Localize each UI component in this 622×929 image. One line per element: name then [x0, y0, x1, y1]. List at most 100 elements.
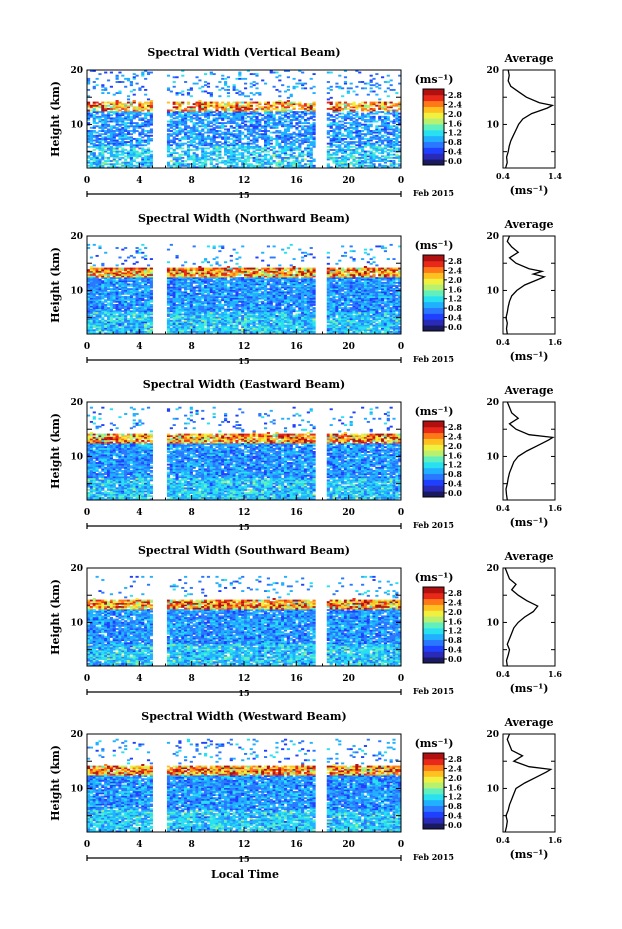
- avg-x-label: (ms⁻¹): [510, 184, 549, 197]
- colorbar-swatch: [423, 782, 444, 789]
- colorbar-frame: [422, 254, 445, 332]
- colorbar-swatch: [423, 799, 444, 807]
- colorbar-swatch: [423, 118, 444, 125]
- colorbar-swatch: [423, 106, 444, 113]
- y-tick-label: 10: [70, 784, 83, 794]
- avg-y-tick-label: 10: [486, 120, 499, 130]
- avg-x-tick-label: 0.4: [496, 503, 510, 513]
- average-profile-line: [505, 235, 547, 335]
- y-axis-label: Height (km): [49, 579, 62, 655]
- colorbar-frame: [422, 586, 445, 664]
- colorbar-swatch: [423, 627, 444, 635]
- colorbar-swatch: [423, 622, 444, 629]
- colorbar-swatch: [423, 793, 444, 801]
- colorbar-swatch: [423, 278, 444, 285]
- colorbar-tick-label: 1.6: [448, 450, 462, 460]
- colorbar-swatch: [423, 461, 444, 469]
- colorbar-swatch: [423, 485, 444, 492]
- y-tick-label: 20: [70, 66, 83, 76]
- average-profile-line: [504, 567, 539, 667]
- average-frame: [502, 401, 556, 501]
- colorbar-tick-label: 0.8: [448, 469, 462, 479]
- average-title: Average: [503, 218, 553, 231]
- colorbar-swatch: [423, 616, 444, 623]
- colorbar-tick-label: 1.2: [448, 294, 462, 304]
- y-tick-label: 10: [70, 286, 83, 296]
- colorbar-swatch: [423, 473, 444, 480]
- average-profile-line: [504, 69, 555, 169]
- colorbar-tick-label: 0.4: [448, 645, 462, 655]
- x-tick-label: 0: [398, 176, 404, 186]
- avg-x-tick-label: 1.6: [548, 337, 562, 347]
- x-tick-label: 12: [238, 342, 251, 352]
- day-label: 15: [238, 688, 249, 698]
- colorbar-swatch: [423, 141, 444, 148]
- x-tick-label: 16: [290, 508, 303, 518]
- panel-title: Spectral Width (Southward Beam): [138, 544, 350, 557]
- panel-title: Spectral Width (Northward Beam): [138, 212, 350, 225]
- avg-x-tick-label: 0.4: [496, 171, 510, 181]
- colorbar-swatch: [423, 266, 444, 273]
- colorbar-unit: (ms⁻¹): [415, 737, 454, 750]
- x-tick-label: 8: [189, 176, 195, 186]
- colorbar-swatch: [423, 325, 444, 332]
- colorbar-tick-label: 2.4: [448, 99, 462, 109]
- y-axis-label: Height (km): [49, 413, 62, 489]
- colorbar-tick-label: 1.2: [448, 792, 462, 802]
- panel-5: Spectral Width (Westward Beam) 10 20 Height…: [49, 710, 562, 864]
- colorbar-swatch: [423, 811, 444, 818]
- x-tick-label: 4: [136, 176, 142, 186]
- x-tick-label: 0: [84, 840, 90, 850]
- y-tick-label: 20: [70, 564, 83, 574]
- colorbar-tick-label: 2.8: [448, 588, 462, 598]
- colorbar-swatch: [423, 479, 444, 486]
- colorbar-tick-label: 0.4: [448, 147, 462, 157]
- avg-y-tick-label: 10: [486, 784, 499, 794]
- panel-title: Spectral Width (Eastward Beam): [143, 378, 345, 391]
- colorbar-unit: (ms⁻¹): [415, 405, 454, 418]
- colorbar-tick-label: 0.4: [448, 479, 462, 489]
- colorbar-swatch: [423, 657, 444, 664]
- colorbar-tick-label: 0.8: [448, 303, 462, 313]
- colorbar-tick-label: 1.6: [448, 118, 462, 128]
- x-tick-label: 0: [398, 508, 404, 518]
- colorbar-tick-label: 0.4: [448, 313, 462, 323]
- colorbar-tick-label: 2.8: [448, 256, 462, 266]
- colorbar-swatch: [423, 112, 444, 119]
- colorbar-swatch: [423, 633, 444, 641]
- colorbar-tick-label: 0.8: [448, 137, 462, 147]
- x-tick-label: 20: [342, 508, 355, 518]
- x-tick-label: 4: [136, 508, 142, 518]
- colorbar-swatch: [423, 823, 444, 830]
- colorbar-tick-label: 2.0: [448, 275, 462, 285]
- x-tick-label: 0: [398, 342, 404, 352]
- y-tick-label: 20: [70, 232, 83, 242]
- colorbar-swatch: [423, 467, 444, 475]
- date-label: Feb 2015: [413, 354, 454, 364]
- heatmap-cells: [87, 738, 402, 833]
- colorbar-tick-label: 2.8: [448, 422, 462, 432]
- colorbar-swatch: [423, 592, 444, 600]
- colorbar-tick-label: 1.6: [448, 284, 462, 294]
- colorbar-swatch: [423, 604, 444, 611]
- colorbar-swatch: [423, 319, 444, 326]
- x-tick-label: 16: [290, 674, 303, 684]
- y-axis-label: Height (km): [49, 745, 62, 821]
- x-tick-label: 0: [398, 840, 404, 850]
- colorbar-tick-label: 2.0: [448, 109, 462, 119]
- colorbar-swatch: [423, 770, 444, 777]
- colorbar-swatch: [423, 284, 444, 291]
- colorbar-swatch: [423, 450, 444, 457]
- x-tick-label: 0: [84, 342, 90, 352]
- avg-y-tick-label: 10: [486, 452, 499, 462]
- y-tick-label: 20: [70, 730, 83, 740]
- colorbar-tick-label: 0.0: [448, 820, 462, 830]
- colorbar-tick-label: 2.8: [448, 90, 462, 100]
- colorbar-swatch: [423, 124, 444, 131]
- avg-x-label: (ms⁻¹): [510, 682, 549, 695]
- x-tick-label: 16: [290, 176, 303, 186]
- colorbar-tick-label: 1.2: [448, 626, 462, 636]
- colorbar-swatch: [423, 147, 444, 154]
- x-tick-label: 4: [136, 840, 142, 850]
